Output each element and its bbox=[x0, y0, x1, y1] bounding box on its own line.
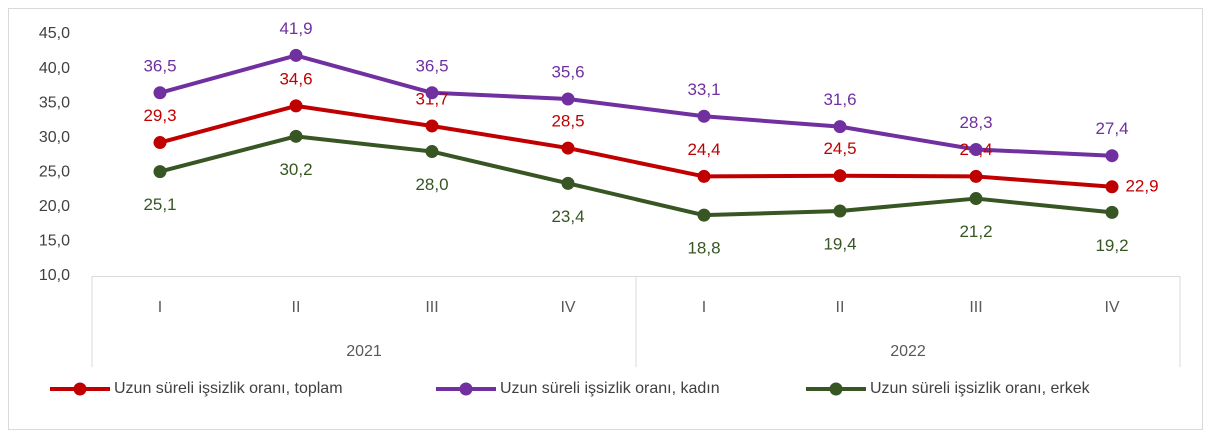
y-tick-label: 15,0 bbox=[39, 233, 70, 250]
y-tick-label: 35,0 bbox=[39, 94, 70, 111]
data-label: 34,6 bbox=[279, 69, 312, 88]
x-tick-label: III bbox=[425, 299, 438, 316]
legend-label: Uzun süreli işsizlik oranı, toplam bbox=[114, 380, 343, 397]
data-label: 22,9 bbox=[1125, 176, 1158, 195]
data-label: 35,6 bbox=[551, 62, 584, 81]
x-tick-label: IV bbox=[1104, 299, 1119, 316]
data-label: 28,3 bbox=[959, 113, 992, 132]
data-point bbox=[969, 192, 983, 206]
data-label: 36,5 bbox=[415, 56, 448, 75]
y-tick-label: 45,0 bbox=[39, 25, 70, 42]
legend-marker bbox=[829, 382, 843, 396]
x-tick-label: I bbox=[702, 299, 706, 316]
x-tick-label: IV bbox=[560, 299, 575, 316]
data-label: 31,6 bbox=[823, 90, 856, 109]
y-tick-label: 20,0 bbox=[39, 198, 70, 215]
data-point bbox=[1105, 149, 1119, 163]
data-point bbox=[969, 169, 983, 183]
x-tick-label: III bbox=[969, 299, 982, 316]
data-point bbox=[153, 86, 167, 100]
x-group-label: 2021 bbox=[346, 343, 382, 360]
chart-border bbox=[8, 8, 1203, 430]
data-point bbox=[425, 145, 439, 159]
data-point bbox=[833, 120, 847, 134]
y-tick-label: 40,0 bbox=[39, 60, 70, 77]
data-point bbox=[969, 142, 983, 156]
series-line bbox=[159, 103, 1113, 189]
data-point bbox=[833, 204, 847, 218]
series-line bbox=[159, 134, 1113, 218]
data-point bbox=[697, 109, 711, 123]
data-point bbox=[289, 129, 303, 143]
data-label: 28,5 bbox=[551, 112, 584, 131]
data-label: 21,2 bbox=[959, 222, 992, 241]
x-tick-label: II bbox=[836, 299, 845, 316]
data-point bbox=[153, 136, 167, 150]
data-label: 18,8 bbox=[687, 239, 720, 258]
data-point bbox=[289, 48, 303, 62]
data-point bbox=[289, 99, 303, 113]
data-label: 27,4 bbox=[1095, 119, 1128, 138]
data-label: 23,4 bbox=[551, 207, 584, 226]
data-point bbox=[425, 86, 439, 100]
data-point bbox=[1105, 180, 1119, 194]
data-point bbox=[833, 169, 847, 183]
data-label: 25,1 bbox=[143, 195, 176, 214]
legend-marker bbox=[73, 382, 87, 396]
y-tick-label: 10,0 bbox=[39, 267, 70, 284]
x-tick-label: II bbox=[292, 299, 301, 316]
data-label: 29,3 bbox=[143, 106, 176, 125]
data-point bbox=[697, 208, 711, 222]
legend-label: Uzun süreli işsizlik oranı, kadın bbox=[500, 380, 720, 397]
data-label: 24,4 bbox=[687, 140, 720, 159]
x-group-label: 2022 bbox=[890, 343, 926, 360]
data-point bbox=[697, 169, 711, 183]
data-label: 24,5 bbox=[823, 139, 856, 158]
data-label: 19,4 bbox=[823, 234, 856, 253]
data-point bbox=[561, 141, 575, 155]
data-point bbox=[1105, 205, 1119, 219]
y-tick-label: 30,0 bbox=[39, 129, 70, 146]
data-label: 30,2 bbox=[279, 160, 312, 179]
series-line bbox=[159, 53, 1113, 158]
data-label: 19,2 bbox=[1095, 236, 1128, 255]
data-label: 41,9 bbox=[279, 19, 312, 38]
data-label: 36,5 bbox=[143, 56, 176, 75]
data-label: 33,1 bbox=[687, 80, 720, 99]
data-point bbox=[561, 92, 575, 106]
x-tick-label: I bbox=[158, 299, 162, 316]
data-point bbox=[561, 176, 575, 190]
y-tick-label: 25,0 bbox=[39, 164, 70, 181]
legend-label: Uzun süreli işsizlik oranı, erkek bbox=[870, 380, 1091, 397]
data-point bbox=[425, 119, 439, 133]
data-label: 28,0 bbox=[415, 175, 448, 194]
legend-marker bbox=[459, 382, 473, 396]
data-point bbox=[153, 165, 167, 179]
